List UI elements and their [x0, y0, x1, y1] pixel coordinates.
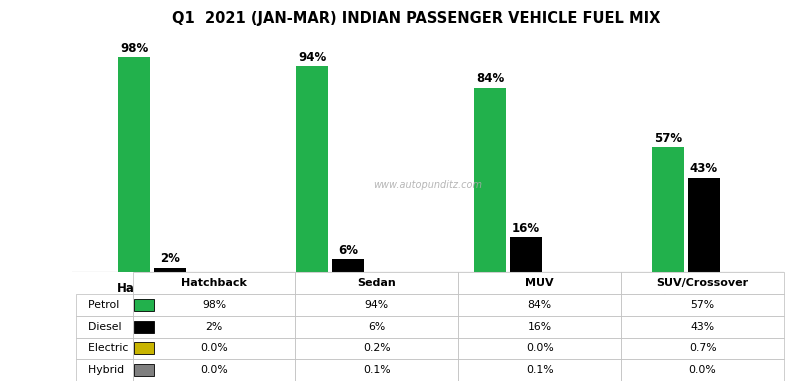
Bar [652, 147, 684, 272]
Bar [134, 321, 154, 333]
Bar [134, 364, 154, 376]
Bar [688, 178, 720, 272]
Bar [118, 58, 150, 272]
Bar [134, 343, 154, 354]
Text: 57%: 57% [654, 132, 682, 145]
Bar [296, 66, 328, 272]
Text: 2%: 2% [160, 252, 180, 266]
Bar [510, 237, 542, 272]
Text: 94%: 94% [298, 51, 326, 64]
Text: 43%: 43% [690, 162, 718, 175]
Text: www.autopunditz.com: www.autopunditz.com [374, 180, 482, 190]
Text: 6%: 6% [338, 243, 358, 257]
Text: 98%: 98% [120, 42, 149, 55]
Text: MUV: MUV [493, 282, 523, 295]
Text: Sedan: Sedan [310, 282, 350, 295]
Text: Hatchback: Hatchback [117, 282, 187, 295]
Bar [332, 259, 364, 272]
Text: SUV/Crossover: SUV/Crossover [638, 282, 735, 295]
Bar [154, 268, 186, 272]
Text: Q1  2021 (JAN-MAR) INDIAN PASSENGER VEHICLE FUEL MIX: Q1 2021 (JAN-MAR) INDIAN PASSENGER VEHIC… [172, 11, 660, 26]
Bar [474, 88, 506, 272]
Text: 16%: 16% [512, 222, 540, 235]
Text: 84%: 84% [476, 72, 505, 85]
Bar [134, 299, 154, 311]
